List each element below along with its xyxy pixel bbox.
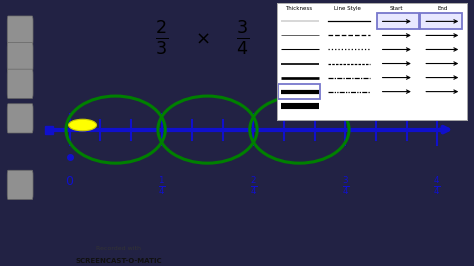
Text: SCREENCAST-O-MATIC: SCREENCAST-O-MATIC xyxy=(75,258,162,264)
Text: Recorded with: Recorded with xyxy=(96,246,141,251)
Text: $\mathregular{\frac{3}{4}}$: $\mathregular{\frac{3}{4}}$ xyxy=(236,19,249,57)
Text: $\frac{4}{4}$: $\frac{4}{4}$ xyxy=(433,175,441,197)
FancyBboxPatch shape xyxy=(7,170,33,200)
FancyBboxPatch shape xyxy=(7,104,33,133)
Text: Line Style: Line Style xyxy=(334,6,361,11)
Text: $\frac{2}{4}$: $\frac{2}{4}$ xyxy=(250,175,257,197)
Text: Thickness: Thickness xyxy=(284,6,312,11)
Text: $\frac{3}{4}$: $\frac{3}{4}$ xyxy=(342,175,349,197)
Circle shape xyxy=(69,119,97,131)
Text: $0$: $0$ xyxy=(65,175,74,188)
FancyBboxPatch shape xyxy=(7,16,33,45)
Text: $\frac{1}{4}$: $\frac{1}{4}$ xyxy=(158,175,165,197)
Text: End: End xyxy=(437,6,447,11)
FancyBboxPatch shape xyxy=(420,13,462,29)
Text: $\times$: $\times$ xyxy=(195,29,210,47)
Text: $\mathregular{\frac{2}{3}}$: $\mathregular{\frac{2}{3}}$ xyxy=(155,19,168,57)
FancyBboxPatch shape xyxy=(377,13,419,29)
Text: Start: Start xyxy=(390,6,403,11)
FancyBboxPatch shape xyxy=(7,69,33,98)
FancyBboxPatch shape xyxy=(7,43,33,72)
